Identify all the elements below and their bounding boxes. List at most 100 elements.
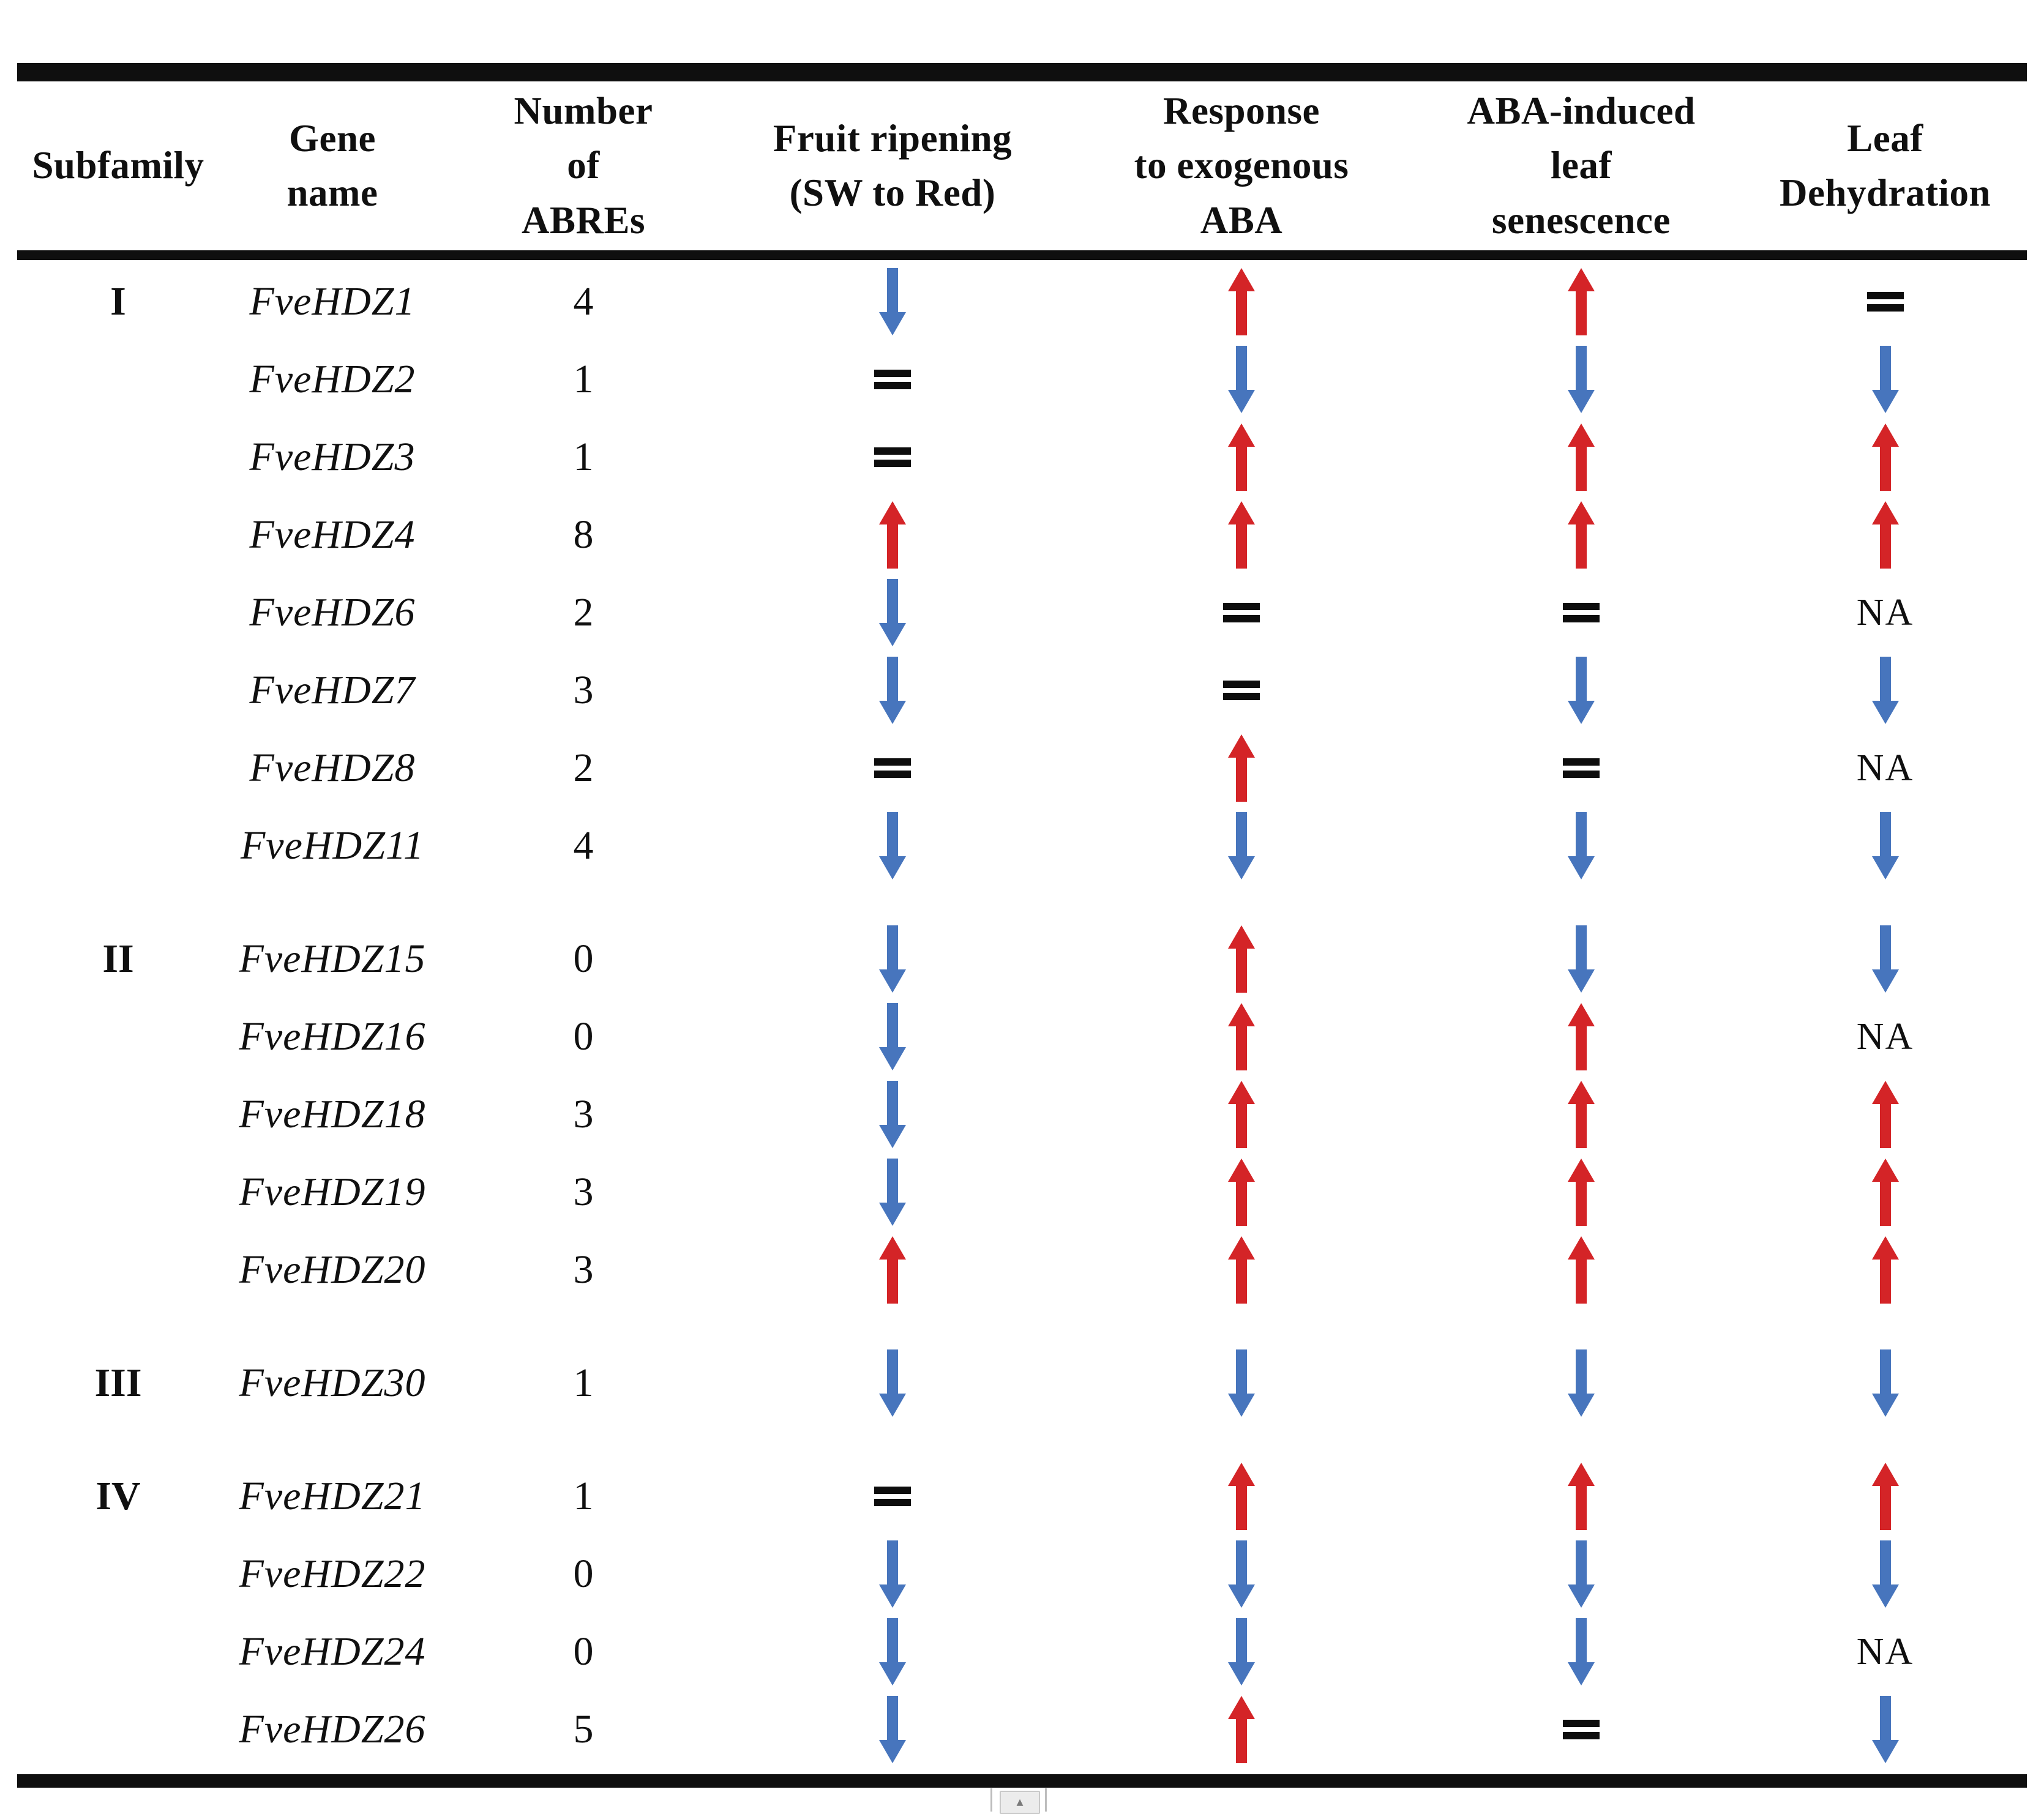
leaf-senescence-cell bbox=[1419, 1349, 1743, 1417]
abre-count: 5 bbox=[573, 1706, 594, 1752]
leaf-dehydration-cell bbox=[1743, 1349, 2027, 1417]
equals-icon bbox=[1222, 600, 1261, 625]
leaf-dehydration-cell bbox=[1743, 1236, 2027, 1304]
table-row: FveHDZ11 4 bbox=[17, 807, 2027, 884]
aba-response-cell bbox=[1064, 734, 1419, 802]
header-subfamily: Subfamily bbox=[32, 144, 204, 187]
leaf-dehydration-cell bbox=[1743, 925, 2027, 993]
header-leaf-senescence: ABA-induced leaf senescence bbox=[1467, 89, 1696, 242]
down-arrow-icon bbox=[1567, 1540, 1596, 1608]
aba-response-cell bbox=[1064, 1695, 1419, 1763]
aba-response-cell bbox=[1064, 345, 1419, 413]
subfamily-label: II bbox=[102, 936, 134, 981]
down-arrow-icon bbox=[1871, 812, 1900, 879]
table-row: FveHDZ20 3 bbox=[17, 1231, 2027, 1308]
fruit-ripening-cell bbox=[721, 501, 1064, 569]
equals-icon bbox=[873, 445, 912, 469]
down-arrow-icon bbox=[1227, 812, 1256, 879]
up-arrow-icon bbox=[1567, 1462, 1596, 1530]
na-label: NA bbox=[1856, 1015, 1914, 1058]
fruit-ripening-cell bbox=[721, 1540, 1064, 1608]
up-arrow-icon bbox=[1227, 925, 1256, 993]
leaf-senescence-cell bbox=[1419, 1158, 1743, 1226]
abre-count: 1 bbox=[573, 356, 594, 401]
aba-response-cell bbox=[1064, 1158, 1419, 1226]
down-arrow-icon bbox=[878, 1002, 907, 1070]
equals-icon bbox=[873, 756, 912, 780]
leaf-senescence-cell bbox=[1419, 345, 1743, 413]
equals-icon bbox=[1866, 289, 1905, 314]
aba-response-cell bbox=[1064, 1618, 1419, 1685]
up-arrow-icon bbox=[1567, 423, 1596, 491]
table-row: FveHDZ7 3 bbox=[17, 651, 2027, 729]
up-arrow-icon bbox=[1871, 1158, 1900, 1226]
equals-icon bbox=[1562, 600, 1601, 625]
fruit-ripening-cell bbox=[721, 1349, 1064, 1417]
fruit-ripening-cell bbox=[721, 656, 1064, 724]
down-arrow-icon bbox=[878, 1540, 907, 1608]
down-arrow-icon bbox=[1567, 656, 1596, 724]
leaf-senescence-cell bbox=[1419, 1462, 1743, 1530]
up-arrow-icon bbox=[1567, 1236, 1596, 1304]
aba-response-cell bbox=[1064, 267, 1419, 335]
leaf-senescence-cell bbox=[1419, 812, 1743, 879]
na-label: NA bbox=[1856, 747, 1914, 789]
aba-response-cell bbox=[1064, 1462, 1419, 1530]
abre-count: 2 bbox=[573, 589, 594, 635]
down-arrow-icon bbox=[1227, 1540, 1256, 1608]
triangle-up-icon: ▴ bbox=[1016, 1794, 1024, 1810]
scroll-widget[interactable]: ▴ bbox=[1000, 1791, 1040, 1814]
abre-count: 3 bbox=[573, 1169, 594, 1214]
header-aba-response: Response to exogenous ABA bbox=[1134, 89, 1349, 242]
leaf-senescence-cell bbox=[1419, 267, 1743, 335]
widget-left-tick bbox=[990, 1788, 992, 1812]
table-row: III FveHDZ30 1 bbox=[17, 1344, 2027, 1422]
leaf-dehydration-cell bbox=[1743, 812, 2027, 879]
abre-count: 0 bbox=[573, 1551, 594, 1596]
leaf-dehydration-cell bbox=[1743, 1080, 2027, 1148]
aba-response-cell bbox=[1064, 600, 1419, 625]
leaf-dehydration-cell bbox=[1743, 501, 2027, 569]
subfamily-label: III bbox=[94, 1360, 142, 1405]
down-arrow-icon bbox=[878, 812, 907, 879]
leaf-dehydration-cell bbox=[1743, 423, 2027, 491]
up-arrow-icon bbox=[1567, 267, 1596, 335]
gene-name: FveHDZ26 bbox=[239, 1706, 426, 1752]
down-arrow-icon bbox=[1227, 345, 1256, 413]
down-arrow-icon bbox=[1871, 1349, 1900, 1417]
abre-count: 2 bbox=[573, 745, 594, 790]
abre-count: 1 bbox=[573, 1360, 594, 1405]
gene-name: FveHDZ16 bbox=[239, 1013, 426, 1059]
table-row: FveHDZ2 1 bbox=[17, 340, 2027, 418]
up-arrow-icon bbox=[1567, 1158, 1596, 1226]
gene-name: FveHDZ6 bbox=[249, 589, 416, 635]
equals-icon bbox=[873, 367, 912, 392]
up-arrow-icon bbox=[1227, 1080, 1256, 1148]
fruit-ripening-cell bbox=[721, 1158, 1064, 1226]
up-arrow-icon bbox=[1871, 423, 1900, 491]
down-arrow-icon bbox=[878, 1349, 907, 1417]
subfamily-label: IV bbox=[95, 1473, 141, 1518]
table-row: FveHDZ19 3 bbox=[17, 1153, 2027, 1231]
na-label: NA bbox=[1856, 1630, 1914, 1673]
up-arrow-icon bbox=[1227, 1695, 1256, 1763]
up-arrow-icon bbox=[1871, 1462, 1900, 1530]
gene-name: FveHDZ22 bbox=[239, 1551, 426, 1596]
abre-count: 1 bbox=[573, 434, 594, 479]
leaf-dehydration-cell bbox=[1743, 289, 2027, 314]
leaf-senescence-cell bbox=[1419, 423, 1743, 491]
table-row: I FveHDZ1 4 bbox=[17, 263, 2027, 340]
equals-icon bbox=[1222, 678, 1261, 703]
down-arrow-icon bbox=[1871, 925, 1900, 993]
leaf-senescence-cell bbox=[1419, 501, 1743, 569]
up-arrow-icon bbox=[1567, 501, 1596, 569]
leaf-senescence-cell bbox=[1419, 925, 1743, 993]
table-top-rule bbox=[17, 63, 2027, 81]
subfamily-label: I bbox=[110, 278, 126, 324]
fruit-ripening-cell bbox=[721, 578, 1064, 646]
up-arrow-icon bbox=[1227, 1158, 1256, 1226]
table-header-rule bbox=[17, 250, 2027, 260]
leaf-dehydration-cell: NA bbox=[1743, 594, 2027, 632]
leaf-senescence-cell bbox=[1419, 1236, 1743, 1304]
fruit-ripening-cell bbox=[721, 1002, 1064, 1070]
